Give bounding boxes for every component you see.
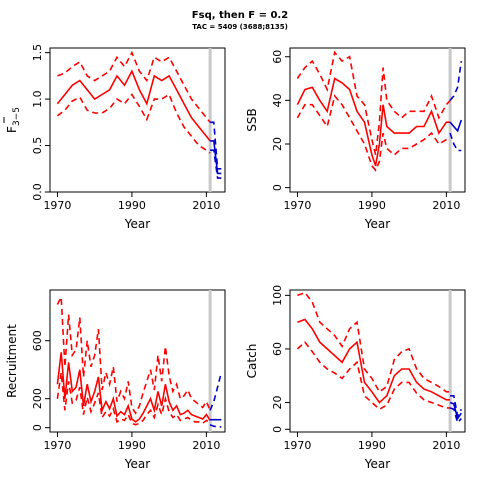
series-historical-median <box>297 318 451 404</box>
y-tick-label: 0 <box>271 184 284 191</box>
plot-frame <box>49 289 226 433</box>
series-projection-upper <box>210 121 222 170</box>
series-historical-upper <box>57 50 211 123</box>
plot-frame <box>289 289 466 433</box>
plot-frame <box>289 47 466 193</box>
panel-fbar: 1970 1990 2010 0.0 0.5 1.0 1.5 Year F3−5 <box>3 44 226 231</box>
x-tick-label: 1990 <box>358 199 386 212</box>
plot-frame <box>49 47 226 193</box>
y-axis-label-subscript: 3−5 <box>12 107 22 126</box>
x-axis-label: Year <box>124 457 150 471</box>
y-tick-label: 200 <box>31 388 44 409</box>
y-tick-label: 20 <box>271 396 284 410</box>
y-tick-label: 0 <box>31 424 44 431</box>
series-projection-lower <box>449 132 462 152</box>
series-projection-median <box>210 140 222 175</box>
y-tick-label: 60 <box>271 50 284 64</box>
y-tick-label: 0.5 <box>31 137 44 155</box>
series-historical-upper <box>297 291 451 393</box>
x-axis-label: Year <box>364 217 390 231</box>
x-tick-label: 1970 <box>283 439 311 452</box>
x-tick-label: 2010 <box>432 439 460 452</box>
series-historical-lower <box>296 94 451 172</box>
series-historical-median <box>296 77 451 167</box>
y-axis-label: F3−5 <box>5 107 22 133</box>
y-tick-label: 40 <box>271 93 284 107</box>
x-axis-label: Year <box>364 457 390 471</box>
series-historical-lower <box>56 372 211 426</box>
x-tick-label: 2010 <box>192 199 220 212</box>
series-historical-upper <box>56 294 211 415</box>
series-historical-median <box>56 352 211 423</box>
x-axis-label: Year <box>124 217 150 231</box>
x-tick-label: 2010 <box>432 199 460 212</box>
panel-ssb: 1970 1990 2010 0 20 40 60 Year SSB <box>245 47 466 231</box>
panel-recruitment: 1970 1990 2010 0 200 600 Year Recruitment <box>5 289 226 471</box>
series-historical-median <box>56 69 211 142</box>
series-projection-upper <box>449 60 463 101</box>
series-historical-lower <box>296 341 451 411</box>
series-projection-upper <box>450 394 463 419</box>
y-tick-label: 0 <box>271 426 284 433</box>
x-tick-label: 1990 <box>358 439 386 452</box>
series-historical-upper <box>296 50 451 156</box>
y-tick-label: 1.5 <box>31 44 44 62</box>
y-tick-label: 20 <box>271 137 284 151</box>
figure-title: Fsq, then F = 0.2 <box>191 10 289 21</box>
y-axis-label: Catch <box>245 344 259 379</box>
x-tick-label: 2010 <box>192 439 220 452</box>
series-projection-median <box>449 119 463 133</box>
x-tick-label: 1990 <box>118 199 146 212</box>
x-tick-label: 1990 <box>118 439 146 452</box>
figure-subtitle: TAC = 5409 (3688;8135) <box>192 23 288 31</box>
series-projection-median <box>449 401 462 421</box>
x-tick-label: 1970 <box>43 199 71 212</box>
y-tick-label: 0.0 <box>31 183 44 201</box>
series-projection-lower <box>210 149 222 179</box>
panel-catch: 1970 1990 2010 0 20 60 100 Year Catch <box>245 285 466 471</box>
x-tick-label: 1970 <box>283 199 311 212</box>
series-projection-lower <box>449 407 462 425</box>
series-projection-upper <box>209 372 223 411</box>
y-axis-label: SSB <box>245 108 259 131</box>
y-tick-label: 600 <box>31 330 44 351</box>
series-projection-lower <box>209 424 222 428</box>
y-tick-label: 1.0 <box>31 90 44 108</box>
y-axis-label: Recruitment <box>5 324 19 398</box>
x-tick-label: 1970 <box>43 439 71 452</box>
y-tick-label: 100 <box>271 285 284 306</box>
series-historical-lower <box>56 93 211 154</box>
y-tick-label: 60 <box>271 342 284 356</box>
